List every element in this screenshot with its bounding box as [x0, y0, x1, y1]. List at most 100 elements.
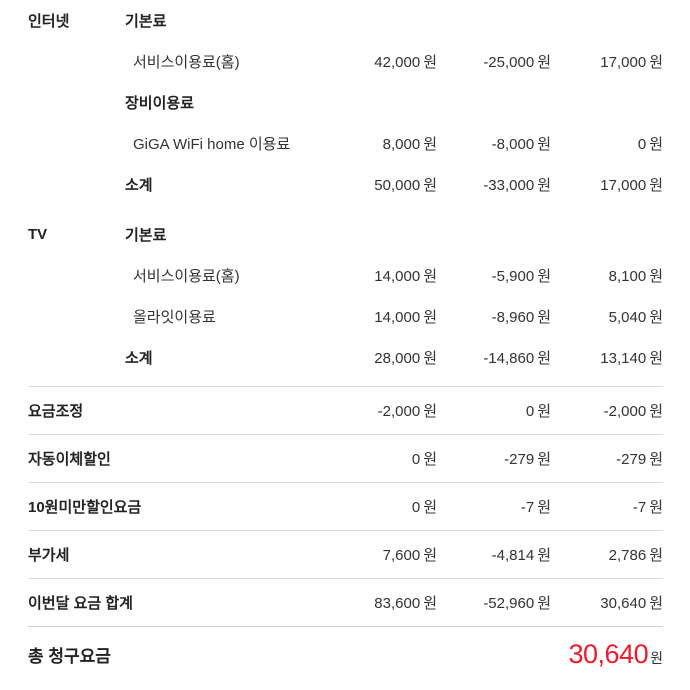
item-label: 서비스이용료(홈): [133, 268, 240, 285]
won-suffix: 원: [423, 54, 437, 71]
won-suffix: 원: [649, 595, 663, 612]
item-label: 올라잇이용료: [133, 309, 216, 326]
won-suffix: 원: [537, 136, 551, 153]
grand-total-amount: 30,640 원: [569, 639, 663, 670]
won-suffix: 원: [423, 403, 437, 420]
bill-row-internet-equipment-header: 장비이용료: [28, 82, 663, 123]
total-amount: 17,000 원: [600, 54, 663, 71]
won-suffix: 원: [537, 268, 551, 285]
won-suffix: 원: [649, 268, 663, 285]
bill-row-tv-allight-fee: 올라잇이용료 14,000 원 -8,960 원 5,040 원: [28, 296, 663, 337]
discount-amount: -8,000 원: [491, 136, 551, 153]
bill-row-month-total: 이번달 요금 합계 83,600 원 -52,960 원 30,640 원: [28, 578, 663, 626]
won-suffix: 원: [649, 499, 663, 516]
won-suffix: 원: [537, 595, 551, 612]
won-suffix: 원: [423, 136, 437, 153]
summary-label: 부가세: [28, 547, 70, 564]
total-amount: 5,040 원: [608, 309, 663, 326]
bill-row-internet-service-fee: 서비스이용료(홈) 42,000 원 -25,000 원 17,000 원: [28, 41, 663, 82]
charge-amount: 28,000 원: [374, 350, 437, 367]
item-label: 서비스이용료(홈): [133, 54, 240, 71]
charge-amount: 7,600 원: [382, 547, 437, 564]
bill-row-vat: 부가세 7,600 원 -4,814 원 2,786 원: [28, 530, 663, 578]
charge-amount: 42,000 원: [374, 54, 437, 71]
discount-amount: -5,900 원: [491, 268, 551, 285]
discount-amount: -4,814 원: [491, 547, 551, 564]
group-header-label: 기본료: [125, 227, 167, 244]
summary-label: 10원미만할인요금: [28, 499, 142, 516]
total-amount: -7 원: [632, 499, 663, 516]
discount-amount: -25,000 원: [483, 54, 551, 71]
won-suffix: 원: [649, 547, 663, 564]
won-suffix: 원: [423, 309, 437, 326]
won-suffix: 원: [423, 547, 437, 564]
summary-label: 자동이체할인: [28, 451, 111, 468]
won-suffix: 원: [537, 451, 551, 468]
section-internet: 인터넷 기본료 서비스이용료(홈) 42,000 원 -25,000 원 17,00…: [28, 0, 663, 205]
won-suffix: 원: [649, 309, 663, 326]
grand-total-label: 총 청구요금: [28, 646, 111, 666]
subtotal-label: 소계: [125, 177, 153, 194]
bill-row-tv-service-fee: 서비스이용료(홈) 14,000 원 -5,900 원 8,100 원: [28, 255, 663, 296]
category-label: TV: [28, 226, 48, 243]
won-suffix: 원: [537, 177, 551, 194]
bill-row-internet-basic-header: 인터넷 기본료: [28, 0, 663, 41]
bill-row-internet-subtotal: 소계 50,000 원 -33,000 원 17,000 원: [28, 164, 663, 205]
total-amount: 8,100 원: [608, 268, 663, 285]
item-label: GiGA WiFi home 이용료: [133, 136, 291, 153]
won-suffix: 원: [537, 547, 551, 564]
discount-amount: -14,860 원: [483, 350, 551, 367]
won-suffix: 원: [423, 451, 437, 468]
section-tv: TV 기본료 서비스이용료(홈) 14,000 원 -5,900 원 8,100 원 …: [28, 214, 663, 378]
charge-amount: 14,000 원: [374, 309, 437, 326]
won-suffix: 원: [423, 350, 437, 367]
charge-amount: 8,000 원: [382, 136, 437, 153]
grand-total-value: 30,640: [568, 638, 649, 669]
won-suffix: 원: [537, 54, 551, 71]
total-amount: -279 원: [616, 451, 663, 468]
discount-amount: -52,960 원: [483, 595, 551, 612]
won-suffix: 원: [649, 177, 663, 194]
won-suffix: 원: [537, 350, 551, 367]
won-suffix: 원: [423, 268, 437, 285]
total-amount: 30,640 원: [600, 595, 663, 612]
discount-amount: -8,960 원: [491, 309, 551, 326]
total-amount: -2,000 원: [603, 403, 663, 420]
charge-amount: 14,000 원: [374, 268, 437, 285]
won-suffix: 원: [423, 595, 437, 612]
summary-label: 요금조정: [28, 403, 84, 420]
grand-total-row: 총 청구요금 30,640 원: [28, 626, 663, 681]
won-suffix: 원: [650, 649, 663, 666]
won-suffix: 원: [649, 350, 663, 367]
category-label: 인터넷: [28, 13, 70, 30]
won-suffix: 원: [537, 309, 551, 326]
total-amount: 17,000 원: [600, 177, 663, 194]
discount-amount: -7 원: [520, 499, 551, 516]
subtotal-label: 소계: [125, 350, 153, 367]
charge-amount: 83,600 원: [374, 595, 437, 612]
charge-amount: -2,000 원: [377, 403, 437, 420]
total-amount: 13,140 원: [600, 350, 663, 367]
group-header-label: 기본료: [125, 13, 167, 30]
discount-amount: -33,000 원: [483, 177, 551, 194]
summary-label: 이번달 요금 합계: [28, 595, 133, 612]
charge-amount: 50,000 원: [374, 177, 437, 194]
won-suffix: 원: [649, 136, 663, 153]
won-suffix: 원: [537, 499, 551, 516]
discount-amount: -279 원: [504, 451, 551, 468]
won-suffix: 원: [423, 499, 437, 516]
group-header-label: 장비이용료: [125, 95, 195, 112]
bill-row-tv-basic-header: TV 기본료: [28, 214, 663, 255]
won-suffix: 원: [649, 54, 663, 71]
won-suffix: 원: [537, 403, 551, 420]
won-suffix: 원: [649, 403, 663, 420]
